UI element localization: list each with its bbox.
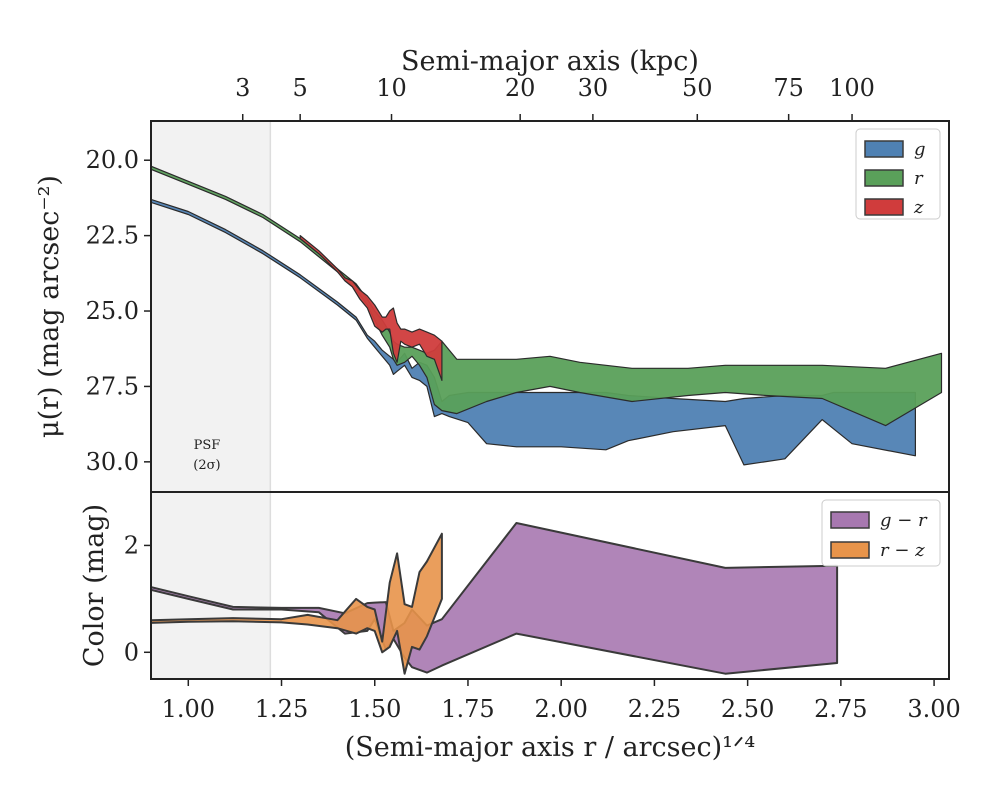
- y-tick-label-top: 25.0: [86, 297, 139, 325]
- x-tick-label: 2.00: [534, 695, 587, 723]
- psf-shaded-region-top: [151, 121, 271, 492]
- legend-label-bottom: g − r: [880, 510, 928, 531]
- y-tick-label-top: 27.5: [86, 372, 139, 400]
- y-tick-label-top: 30.0: [86, 448, 139, 476]
- band-z-surface-brightness: [299, 235, 443, 381]
- kpc-tick-label: 3: [235, 74, 250, 102]
- kpc-tick-label: 10: [376, 74, 407, 102]
- kpc-tick-label: 100: [829, 74, 875, 102]
- kpc-tick-label: 5: [293, 74, 308, 102]
- x-axis-title: (Semi-major axis r / arcsec)¹ᐟ⁴: [345, 732, 755, 763]
- kpc-tick-label: 75: [773, 74, 804, 102]
- psf-sigma-label: (2σ): [193, 458, 220, 473]
- kpc-tick-label: 20: [505, 74, 536, 102]
- y-axis-title-top: μ(r) (mag arcsec⁻²): [34, 175, 65, 438]
- top-axis-title: Semi-major axis (kpc): [401, 46, 699, 77]
- x-tick-label: 2.75: [814, 695, 867, 723]
- psf-shaded-region-bottom: [151, 492, 271, 679]
- bottom-panel-frame: [150, 491, 950, 680]
- psf-label: PSF: [194, 438, 221, 453]
- x-tick-label: 1.25: [255, 695, 308, 723]
- y-tick-label-bottom: 2: [124, 531, 139, 559]
- kpc-tick-label: 50: [682, 74, 713, 102]
- y-tick-label-top: 20.0: [86, 146, 139, 174]
- legend-label-bottom: r − z: [880, 540, 925, 561]
- y-tick-label-top: 22.5: [86, 222, 139, 250]
- x-tick-label: 1.75: [441, 695, 494, 723]
- x-tick-label: 1.50: [348, 695, 401, 723]
- legend-swatch-top: [864, 198, 904, 216]
- kpc-tick-label: 30: [578, 74, 609, 102]
- legend-swatch-top: [864, 169, 904, 187]
- legend-swatch-bottom: [830, 541, 870, 559]
- legend-label-top: z: [913, 197, 924, 218]
- x-tick-label: 2.50: [721, 695, 774, 723]
- legend-label-top: g: [914, 139, 926, 160]
- x-tick-label: 3.00: [907, 695, 960, 723]
- legend-swatch-bottom: [830, 511, 870, 529]
- y-axis-title-bottom: Color (mag): [79, 504, 110, 667]
- band-color-r-z: [151, 532, 443, 675]
- x-tick-label: 1.00: [162, 695, 215, 723]
- y-tick-label-bottom: 0: [124, 638, 139, 666]
- x-tick-label: 2.25: [628, 695, 681, 723]
- legend-swatch-top: [864, 140, 904, 158]
- legend-label-top: r: [914, 168, 924, 189]
